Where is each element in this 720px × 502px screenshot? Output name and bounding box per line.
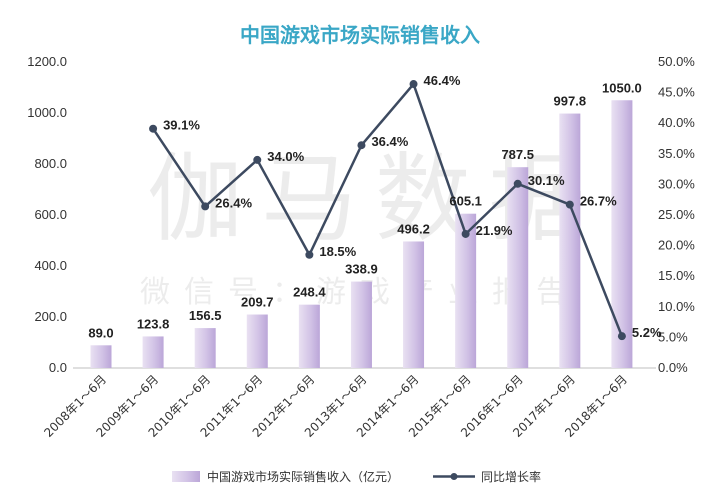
bar-value-label: 997.8 — [554, 94, 587, 109]
growth-rate-point — [149, 124, 158, 133]
y-left-tick-label: 1000.0 — [27, 105, 67, 120]
legend-bar-label: 中国游戏市场实际销售收入（亿元） — [207, 469, 399, 484]
growth-rate-point — [305, 250, 314, 259]
legend-bar-swatch — [172, 471, 200, 482]
y-right-tick-label: 5.0% — [658, 329, 688, 344]
bar — [403, 241, 425, 368]
legend: 中国游戏市场实际销售收入（亿元） 同比增长率 — [172, 469, 541, 484]
growth-rate-point — [617, 332, 626, 341]
bar — [298, 304, 320, 368]
growth-rate-label: 36.4% — [371, 134, 408, 149]
bar — [507, 167, 529, 368]
y-right-tick-label: 0.0% — [658, 360, 688, 375]
y-right-tick-label: 15.0% — [658, 268, 695, 283]
growth-rate-point — [409, 80, 418, 89]
growth-rate-point — [461, 229, 470, 238]
growth-rate-point — [201, 202, 210, 211]
bar-value-label: 248.4 — [293, 285, 326, 300]
y-right-tick-label: 10.0% — [658, 299, 695, 314]
y-right-tick-label: 40.0% — [658, 115, 695, 130]
bar-value-label: 89.0 — [88, 325, 113, 340]
growth-rate-label: 30.1% — [528, 173, 565, 188]
y-right-tick-label: 35.0% — [658, 146, 695, 161]
data-labels: 89.0 123.8 156.5 209.7 248.4 338.9 496.2 605.1 7… — [88, 73, 662, 340]
bar — [455, 213, 477, 368]
bar-value-label: 1050.0 — [602, 80, 642, 95]
bar — [559, 113, 581, 368]
bar-value-label: 338.9 — [345, 262, 378, 277]
bar — [611, 100, 633, 368]
x-tick-labels: 2008年1～6月2009年1～6月2010年1～6月2011年1～6月2012… — [41, 372, 630, 440]
y-left-tick-label: 600.0 — [34, 207, 67, 222]
growth-rate-label: 39.1% — [163, 118, 200, 133]
bar-value-label: 156.5 — [189, 308, 222, 323]
legend-line-marker — [450, 473, 458, 480]
growth-rate-label: 26.7% — [580, 194, 617, 209]
y-right-tick-label: 50.0% — [658, 54, 695, 69]
bar-value-label: 605.1 — [449, 194, 482, 209]
growth-rate-point — [357, 141, 366, 150]
chart-title: 中国游戏市场实际销售收入 — [240, 23, 480, 47]
growth-rate-label: 5.2% — [632, 325, 662, 340]
growth-rate-label: 46.4% — [424, 73, 461, 88]
y-right-tick-label: 20.0% — [658, 238, 695, 253]
y-left-tick-label: 200.0 — [34, 309, 67, 324]
y-left-tick-label: 800.0 — [34, 156, 67, 171]
bar — [142, 336, 164, 368]
growth-rate-label: 26.4% — [215, 195, 252, 210]
growth-rate-point — [513, 179, 522, 188]
bar — [350, 281, 372, 368]
bar-value-label: 787.5 — [501, 147, 534, 162]
growth-rate-point — [253, 155, 262, 164]
growth-rate-label: 34.0% — [267, 149, 304, 164]
bar — [194, 328, 216, 368]
axes: 0.0 200.0 400.0 600.0 800.0 1000.0 1200.0 0.0% 5… — [27, 54, 695, 375]
y-right-tick-label: 45.0% — [658, 85, 695, 100]
y-right-tick-label: 25.0% — [658, 207, 695, 222]
bar-value-label: 209.7 — [241, 295, 274, 310]
growth-rate-point — [565, 200, 574, 209]
y-right-tick-label: 30.0% — [658, 176, 695, 191]
growth-rate-label: 21.9% — [476, 223, 513, 238]
growth-rate-label: 18.5% — [319, 244, 356, 259]
bar — [246, 314, 268, 368]
growth-rate-series — [149, 80, 626, 341]
bar-series — [90, 100, 633, 368]
y-left-tick-label: 400.0 — [34, 258, 67, 273]
growth-rate-line — [152, 82, 624, 337]
y-left-tick-label: 1200.0 — [27, 54, 67, 69]
legend-line-label: 同比增长率 — [481, 469, 541, 484]
y-left-tick-label: 0.0 — [49, 360, 67, 375]
bar-value-label: 123.8 — [137, 316, 170, 331]
bar — [90, 345, 112, 368]
bar-value-label: 496.2 — [397, 221, 430, 236]
